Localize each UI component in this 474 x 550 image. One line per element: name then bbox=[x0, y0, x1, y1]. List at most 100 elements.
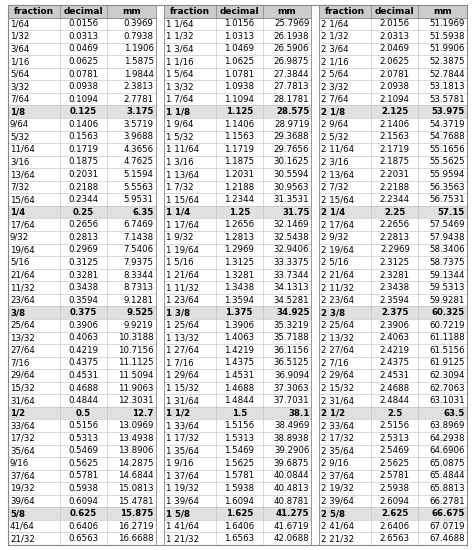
Bar bbox=[164, 93, 311, 106]
Bar bbox=[8, 369, 155, 382]
Bar bbox=[319, 55, 467, 68]
Bar bbox=[8, 520, 155, 532]
Bar bbox=[164, 156, 311, 168]
Text: 0.375: 0.375 bbox=[70, 308, 97, 317]
Text: 63.1031: 63.1031 bbox=[429, 396, 465, 405]
Bar bbox=[164, 356, 311, 369]
Text: mm: mm bbox=[122, 7, 141, 16]
Text: 2.1094: 2.1094 bbox=[380, 95, 410, 104]
Bar bbox=[8, 281, 155, 294]
Text: 2 13/32: 2 13/32 bbox=[321, 333, 355, 342]
Bar bbox=[8, 55, 155, 68]
Text: 2 29/64: 2 29/64 bbox=[321, 371, 355, 380]
Bar bbox=[164, 206, 311, 218]
Text: 9.9219: 9.9219 bbox=[124, 321, 154, 330]
Text: 7.1438: 7.1438 bbox=[124, 233, 154, 242]
Text: 1/32: 1/32 bbox=[10, 32, 29, 41]
Text: 2 3/32: 2 3/32 bbox=[321, 82, 349, 91]
Bar bbox=[164, 130, 311, 143]
Text: 0.3969: 0.3969 bbox=[124, 19, 154, 29]
Text: 0.5938: 0.5938 bbox=[69, 484, 99, 493]
Text: 56.3563: 56.3563 bbox=[429, 183, 465, 191]
Bar bbox=[8, 43, 155, 55]
Text: 54.3719: 54.3719 bbox=[429, 120, 465, 129]
Text: 28.9719: 28.9719 bbox=[274, 120, 310, 129]
Text: 1 3/32: 1 3/32 bbox=[166, 82, 193, 91]
Text: 1 39/64: 1 39/64 bbox=[166, 497, 199, 505]
Text: 1.0781: 1.0781 bbox=[224, 69, 254, 79]
Text: 4.3656: 4.3656 bbox=[124, 145, 154, 154]
Text: 26.5906: 26.5906 bbox=[274, 45, 310, 53]
Text: 2.2188: 2.2188 bbox=[380, 183, 410, 191]
Text: 1 9/32: 1 9/32 bbox=[166, 233, 193, 242]
Text: 0.3125: 0.3125 bbox=[68, 258, 99, 267]
Text: 1/8: 1/8 bbox=[10, 107, 25, 116]
Text: 0.0313: 0.0313 bbox=[68, 32, 99, 41]
Text: 1 3/8: 1 3/8 bbox=[166, 308, 190, 317]
Text: 0.1875: 0.1875 bbox=[68, 157, 99, 167]
Text: 30.5594: 30.5594 bbox=[274, 170, 310, 179]
Text: 2 1/32: 2 1/32 bbox=[321, 32, 349, 41]
Text: 15.4781: 15.4781 bbox=[118, 497, 154, 505]
Text: 1 33/64: 1 33/64 bbox=[166, 421, 199, 430]
Text: 2 3/64: 2 3/64 bbox=[321, 45, 349, 53]
Text: 66.2781: 66.2781 bbox=[429, 497, 465, 505]
Text: 13.0969: 13.0969 bbox=[118, 421, 154, 430]
Text: 39.2906: 39.2906 bbox=[274, 446, 310, 455]
Text: 1.1875: 1.1875 bbox=[224, 157, 254, 167]
Text: fraction: fraction bbox=[170, 7, 210, 16]
Text: 53.975: 53.975 bbox=[432, 107, 465, 116]
Bar bbox=[8, 457, 155, 470]
Text: 9/64: 9/64 bbox=[10, 120, 29, 129]
Text: 1/2: 1/2 bbox=[10, 409, 25, 417]
Text: 9.1281: 9.1281 bbox=[124, 295, 154, 305]
Text: 1.2031: 1.2031 bbox=[224, 170, 254, 179]
Bar bbox=[8, 30, 155, 43]
Bar bbox=[164, 168, 311, 181]
Text: 0.0469: 0.0469 bbox=[69, 45, 99, 53]
Text: 1.4063: 1.4063 bbox=[224, 333, 254, 342]
Text: 13.4938: 13.4938 bbox=[118, 434, 154, 443]
Text: 2 1/16: 2 1/16 bbox=[321, 57, 349, 66]
Text: 1 3/16: 1 3/16 bbox=[166, 157, 193, 167]
Text: 62.3094: 62.3094 bbox=[429, 371, 465, 380]
Text: 14.6844: 14.6844 bbox=[118, 471, 154, 481]
Text: 1 3/64: 1 3/64 bbox=[166, 45, 193, 53]
Text: 2.3281: 2.3281 bbox=[380, 271, 410, 279]
Text: 0.0156: 0.0156 bbox=[68, 19, 99, 29]
Text: 7.9375: 7.9375 bbox=[124, 258, 154, 267]
Text: 17/32: 17/32 bbox=[10, 434, 35, 443]
Text: 2 37/64: 2 37/64 bbox=[321, 471, 355, 481]
Text: 26.1938: 26.1938 bbox=[274, 32, 310, 41]
Text: 1 35/64: 1 35/64 bbox=[166, 446, 199, 455]
Text: 0.0938: 0.0938 bbox=[69, 82, 99, 91]
Text: fraction: fraction bbox=[14, 7, 54, 16]
Text: 60.7219: 60.7219 bbox=[429, 321, 465, 330]
Text: 1 19/32: 1 19/32 bbox=[166, 484, 199, 493]
Bar bbox=[319, 344, 467, 356]
Text: 9/16: 9/16 bbox=[10, 459, 29, 468]
Text: 10.3188: 10.3188 bbox=[118, 333, 154, 342]
Text: 2.25: 2.25 bbox=[384, 208, 405, 217]
Text: 61.1188: 61.1188 bbox=[429, 333, 465, 342]
Text: 0.2188: 0.2188 bbox=[68, 183, 99, 191]
Text: 0.1094: 0.1094 bbox=[69, 95, 99, 104]
Bar bbox=[319, 168, 467, 181]
Bar bbox=[164, 43, 311, 55]
Bar bbox=[164, 18, 311, 30]
Bar bbox=[319, 130, 467, 143]
Bar bbox=[164, 306, 311, 319]
Text: 0.1719: 0.1719 bbox=[69, 145, 99, 154]
Text: 2.3594: 2.3594 bbox=[380, 295, 410, 305]
Text: 1.1719: 1.1719 bbox=[224, 145, 254, 154]
Text: 51.1969: 51.1969 bbox=[429, 19, 465, 29]
Text: 1.2188: 1.2188 bbox=[224, 183, 254, 191]
Text: 36.1156: 36.1156 bbox=[273, 346, 310, 355]
Text: 40.4813: 40.4813 bbox=[273, 484, 310, 493]
Text: 17/64: 17/64 bbox=[10, 220, 35, 229]
Text: 65.0875: 65.0875 bbox=[429, 459, 465, 468]
Text: 0.6563: 0.6563 bbox=[68, 534, 99, 543]
Text: decimal: decimal bbox=[375, 7, 415, 16]
Bar bbox=[164, 407, 311, 420]
Text: 58.7375: 58.7375 bbox=[429, 258, 465, 267]
